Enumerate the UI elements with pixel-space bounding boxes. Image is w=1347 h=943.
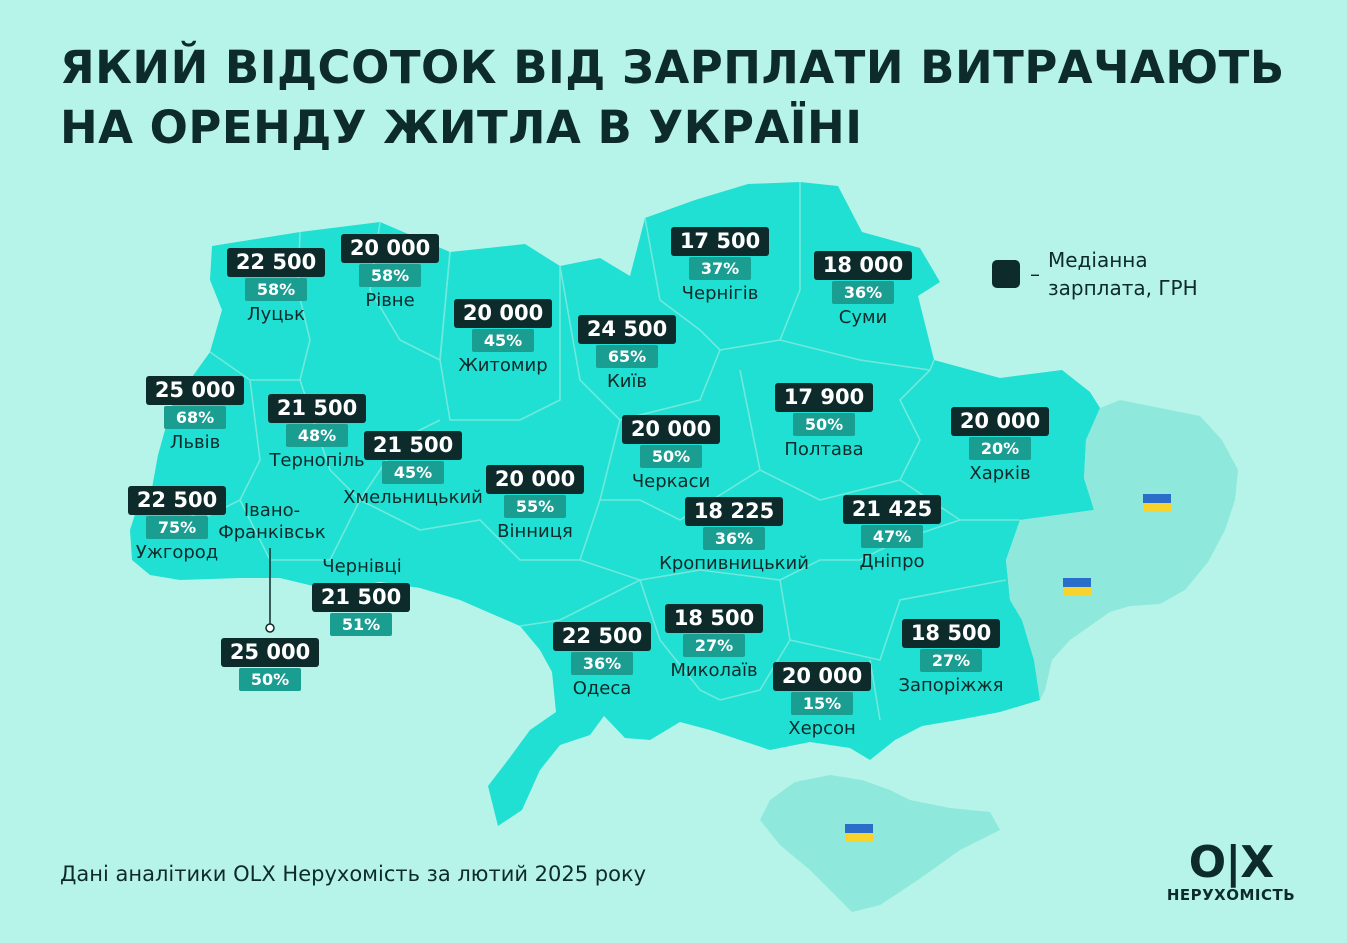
title-line-2: НА ОРЕНДУ ЖИТЛА В УКРАЇНІ — [60, 101, 863, 154]
occupied-east-shape — [1006, 400, 1238, 700]
title-line-1: ЯКИЙ ВІДСОТОК ВІД ЗАРПЛАТИ ВИТРАЧАЮТЬ — [60, 41, 1285, 94]
city-name: Херсон — [788, 718, 856, 739]
salary-badge: 20 000 — [621, 415, 721, 444]
city-name: Полтава — [784, 439, 864, 460]
salary-badge: 18 000 — [813, 251, 913, 280]
city-name: Миколаїв — [670, 660, 758, 681]
city-name: Чернігів — [681, 283, 759, 304]
salary-badge: 25 000 — [145, 376, 245, 405]
salary-badge: 20 000 — [453, 299, 553, 328]
percent-badge: 75% — [145, 516, 209, 539]
salary-badge: 25 000 — [220, 638, 320, 667]
percent-badge: 48% — [285, 424, 349, 447]
salary-badge: 20 000 — [772, 662, 872, 691]
city-name-line-1: Івано- — [243, 500, 301, 521]
percent-badge: 51% — [329, 613, 393, 636]
salary-badge: 20 000 — [485, 465, 585, 494]
oblast-borders — [149, 182, 1020, 721]
city-name: Київ — [606, 371, 648, 392]
percent-badge: 65% — [595, 345, 659, 368]
percent-badge: 20% — [968, 437, 1032, 460]
ukraine-flag-icon — [1063, 578, 1091, 596]
city-name: Кропивницький — [659, 553, 809, 574]
salary-badge: 20 000 — [950, 407, 1050, 436]
ukraine-flag-icon — [1143, 494, 1171, 512]
page-title: ЯКИЙ ВІДСОТОК ВІД ЗАРПЛАТИ ВИТРАЧАЮТЬ НА… — [60, 38, 1285, 158]
ukraine-flag-icon — [845, 824, 873, 842]
percent-badge: 45% — [471, 329, 535, 352]
legend-dash: – — [1030, 262, 1040, 286]
city-name: Запоріжжя — [898, 675, 1004, 696]
salary-badge: 18 225 — [684, 497, 784, 526]
city-name: Рівне — [365, 290, 415, 311]
percent-badge: 27% — [919, 649, 983, 672]
source-note: Дані аналітики OLX Нерухомість за лютий … — [60, 862, 647, 886]
city-name: Ужгород — [135, 542, 219, 563]
city-name: Суми — [838, 307, 888, 328]
salary-badge: 22 500 — [127, 486, 227, 515]
crimea-shape — [760, 775, 1000, 912]
olx-logo-text: НЕРУХОМІСТЬ — [1166, 886, 1296, 904]
olx-logo-mark: O|X — [1188, 837, 1274, 888]
percent-badge: 55% — [503, 495, 567, 518]
percent-badge: 68% — [163, 406, 227, 429]
connector-dot — [265, 623, 275, 633]
city-name-ivano-frankivsk: Івано- Франківськ — [212, 500, 332, 544]
percent-badge: 36% — [570, 652, 634, 675]
percent-badge: 36% — [702, 527, 766, 550]
percent-badge: 50% — [639, 445, 703, 468]
percent-badge: 47% — [860, 525, 924, 548]
percent-badge: 45% — [381, 461, 445, 484]
salary-badge: 18 500 — [901, 619, 1001, 648]
salary-badge: 18 500 — [664, 604, 764, 633]
percent-badge: 15% — [790, 692, 854, 715]
percent-badge: 50% — [238, 668, 302, 691]
percent-badge: 58% — [358, 264, 422, 287]
legend: – Медіанна зарплата, ГРН — [992, 246, 1198, 302]
percent-badge: 58% — [244, 278, 308, 301]
legend-line-1: Медіанна — [1048, 248, 1148, 272]
salary-badge: 24 500 — [577, 315, 677, 344]
salary-badge: 17 900 — [774, 383, 874, 412]
city-name: Одеса — [572, 678, 632, 699]
percent-badge: 27% — [682, 634, 746, 657]
legend-label: Медіанна зарплата, ГРН — [1048, 246, 1198, 302]
percent-badge: 36% — [831, 281, 895, 304]
city-name: Дніпро — [859, 551, 925, 572]
city-name: Харків — [969, 463, 1031, 484]
olx-logo: O|X НЕРУХОМІСТЬ — [1166, 837, 1296, 905]
salary-badge: 21 425 — [842, 495, 942, 524]
city-name: Черкаси — [631, 471, 711, 492]
percent-badge: 50% — [792, 413, 856, 436]
salary-badge: 22 500 — [552, 622, 652, 651]
city-name-line-2: Франківськ — [218, 522, 326, 543]
legend-line-2: зарплата, ГРН — [1048, 276, 1198, 300]
city-name: Львів — [169, 432, 221, 453]
salary-badge: 20 000 — [340, 234, 440, 263]
city-name-chernivtsi: Чернівці — [322, 556, 402, 577]
city-name: Житомир — [458, 355, 548, 376]
city-name: Луцьк — [247, 304, 305, 325]
salary-badge: 21 500 — [267, 394, 367, 423]
city-name: Вінниця — [497, 521, 573, 542]
percent-badge: 37% — [688, 257, 752, 280]
salary-badge: 22 500 — [226, 248, 326, 277]
salary-badge: 21 500 — [311, 583, 411, 612]
salary-badge: 21 500 — [363, 431, 463, 460]
legend-swatch — [992, 260, 1020, 288]
city-name: Хмельницький — [343, 487, 483, 508]
salary-badge: 17 500 — [670, 227, 770, 256]
city-name: Тернопіль — [269, 450, 365, 471]
